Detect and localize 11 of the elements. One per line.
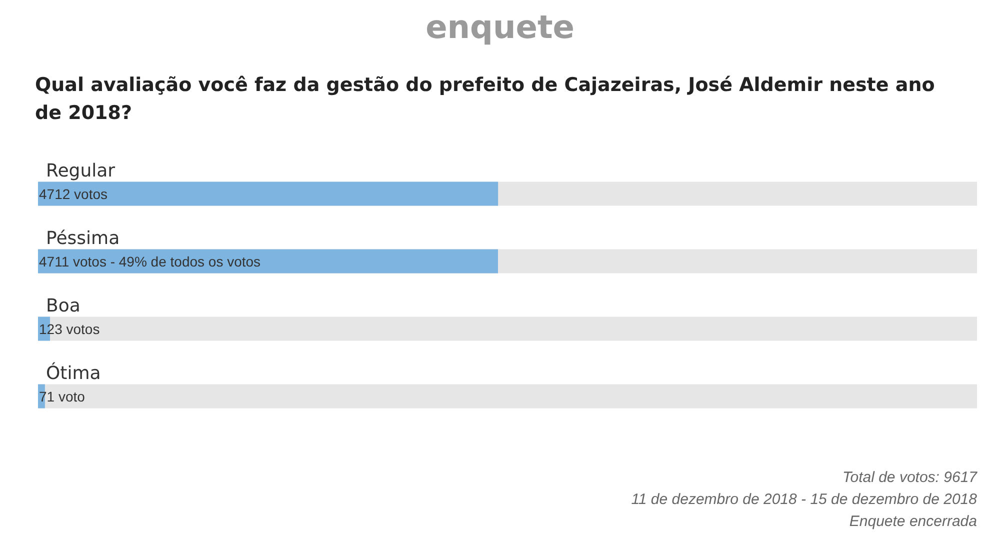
y-tick-label: Boa xyxy=(46,295,80,316)
data-label: 4711 votos - 49% de todos os votos xyxy=(39,253,261,270)
y-tick-label: Regular xyxy=(46,160,116,182)
data-label: 4712 votos xyxy=(39,186,108,202)
text: Enquete encerrada xyxy=(849,513,977,530)
text: Total de votos: 9617 xyxy=(842,469,978,486)
y-tick-label: Péssima xyxy=(46,228,120,249)
text: 11 de dezembro de 2018 - 15 de dezembro de 2018 xyxy=(631,491,978,508)
chart-title: enquete xyxy=(426,8,574,46)
chart-subtitle: Qual avaliação você faz da gestão do prefeito de Cajazeiras, José Aldemir neste ano de 2018? xyxy=(35,74,942,124)
y-tick-label: Ótima xyxy=(46,362,101,384)
